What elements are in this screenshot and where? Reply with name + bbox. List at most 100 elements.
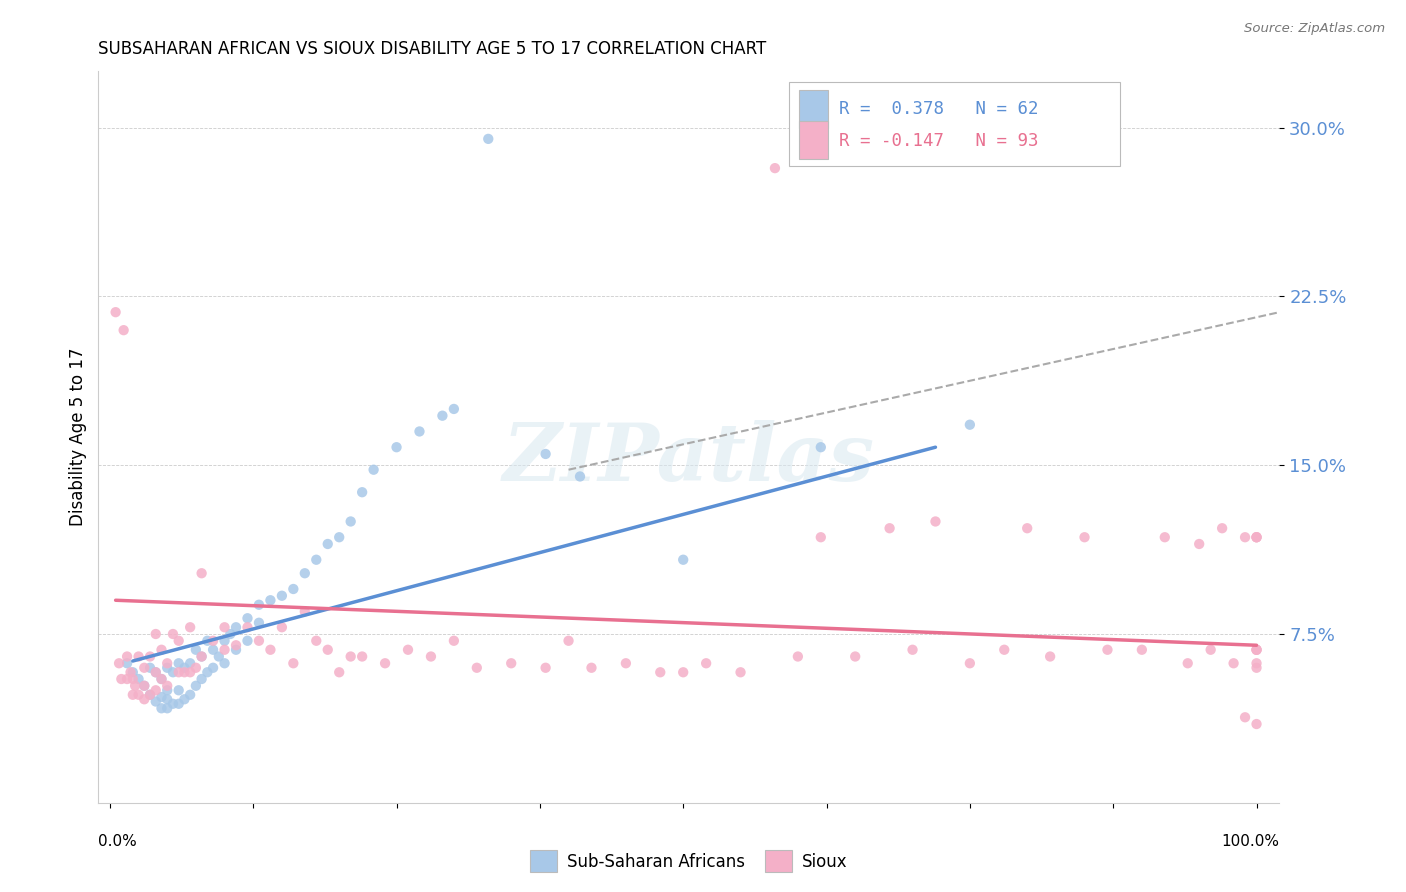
Point [465, 661, 488, 675]
Point [810, 530, 832, 544]
Point [112, 323, 135, 337]
Point [1130, 642, 1153, 657]
Point [115, 649, 138, 664]
Point [190, 672, 212, 686]
Point [150, 672, 173, 686]
Point [190, 649, 212, 664]
Point [121, 688, 143, 702]
Text: Source: ZipAtlas.com: Source: ZipAtlas.com [1244, 22, 1385, 36]
Point [557, 633, 579, 648]
Point [214, 620, 236, 634]
Point [167, 683, 190, 698]
Point [432, 409, 454, 423]
Point [156, 692, 179, 706]
Point [150, 672, 173, 686]
FancyBboxPatch shape [789, 82, 1121, 167]
Text: ZIPatlas: ZIPatlas [503, 420, 875, 498]
Point [328, 530, 350, 544]
Point [121, 672, 143, 686]
Point [1246, 642, 1268, 657]
Point [173, 692, 195, 706]
Point [162, 697, 184, 711]
Point [672, 665, 695, 680]
Point [1234, 530, 1257, 544]
Point [1017, 521, 1039, 535]
Point [128, 672, 150, 686]
Point [134, 679, 156, 693]
Point [236, 633, 259, 648]
Point [339, 649, 361, 664]
Point [1177, 657, 1199, 671]
Point [225, 620, 247, 634]
Point [993, 642, 1015, 657]
Legend: Sub-Saharan Africans, Sioux: Sub-Saharan Africans, Sioux [524, 844, 853, 879]
Point [1234, 710, 1257, 724]
Point [156, 683, 179, 698]
Point [1246, 661, 1268, 675]
Point [208, 649, 231, 664]
Point [156, 661, 179, 675]
Point [363, 463, 385, 477]
Point [1246, 642, 1268, 657]
Point [184, 679, 207, 693]
Point [614, 657, 637, 671]
Point [134, 692, 156, 706]
Point [184, 661, 207, 675]
Point [316, 642, 339, 657]
Point [247, 598, 270, 612]
Point [1246, 530, 1268, 544]
Point [167, 697, 190, 711]
Point [145, 683, 167, 698]
Point [236, 611, 259, 625]
Point [879, 521, 901, 535]
Point [385, 440, 408, 454]
Point [1073, 530, 1095, 544]
Point [139, 649, 162, 664]
Point [650, 665, 672, 680]
Point [1188, 537, 1211, 551]
Point [1097, 642, 1119, 657]
Point [1246, 657, 1268, 671]
Point [730, 665, 752, 680]
Point [156, 679, 179, 693]
Point [396, 642, 419, 657]
Point [316, 537, 339, 551]
Point [150, 642, 173, 657]
Point [408, 425, 430, 439]
Text: 100.0%: 100.0% [1222, 834, 1279, 849]
Point [844, 649, 866, 664]
Point [108, 657, 131, 671]
Point [1246, 717, 1268, 731]
Point [115, 657, 138, 671]
Point [352, 485, 374, 500]
Point [959, 417, 981, 432]
Point [167, 665, 190, 680]
Point [145, 627, 167, 641]
Point [179, 620, 201, 634]
Point [124, 679, 146, 693]
Point [128, 649, 150, 664]
Point [214, 633, 236, 648]
Point [145, 665, 167, 680]
Point [581, 661, 603, 675]
Point [270, 620, 292, 634]
Point [190, 649, 212, 664]
Point [145, 665, 167, 680]
Point [110, 672, 132, 686]
Y-axis label: Disability Age 5 to 17: Disability Age 5 to 17 [69, 348, 87, 526]
Point [202, 633, 225, 648]
Point [763, 161, 786, 175]
Point [195, 665, 218, 680]
Point [294, 605, 316, 619]
Point [420, 649, 443, 664]
Point [150, 701, 173, 715]
Bar [799, 121, 828, 159]
Point [179, 665, 201, 680]
Text: 0.0%: 0.0% [98, 834, 138, 849]
Point [672, 553, 695, 567]
Point [115, 672, 138, 686]
Point [167, 657, 190, 671]
Point [1199, 642, 1222, 657]
Point [120, 665, 142, 680]
Point [121, 665, 143, 680]
